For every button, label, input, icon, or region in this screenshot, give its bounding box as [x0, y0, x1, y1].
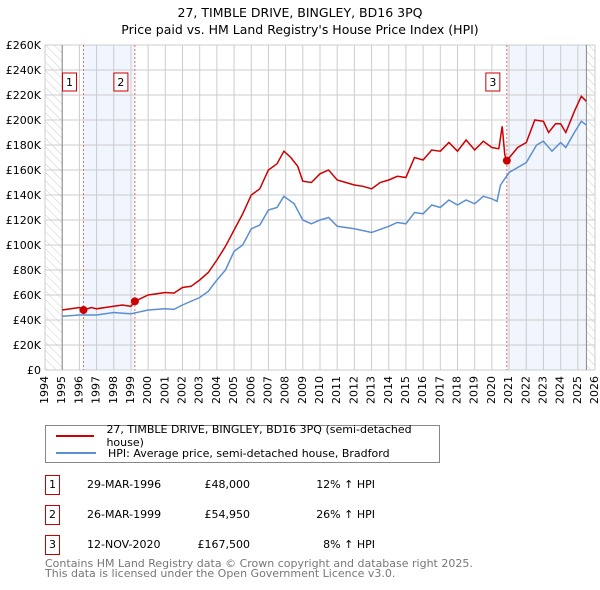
x-tick-label: 2008: [279, 376, 292, 404]
x-tick-label: 2005: [227, 376, 240, 404]
sale-hpi-diff: 12% ↑ HPI: [316, 478, 375, 491]
sale-date: 29-MAR-1996: [87, 478, 162, 491]
x-tick-label: 2022: [519, 376, 532, 404]
y-tick-label: £140K: [6, 189, 42, 202]
sale-point: [130, 297, 139, 306]
y-tick-label: £80K: [13, 264, 42, 277]
y-tick-label: £160K: [6, 164, 42, 177]
x-tick-label: 2019: [468, 376, 481, 404]
x-tick-label: 2003: [193, 376, 206, 404]
x-tick-label: 2016: [416, 376, 429, 404]
sale-date: 12-NOV-2020: [87, 538, 161, 551]
sale-date: 26-MAR-1999: [87, 508, 162, 521]
legend-swatch-red: [56, 435, 95, 437]
x-tick-label: 2010: [313, 376, 326, 404]
y-tick-label: £220K: [6, 89, 42, 102]
x-tick-label: 2000: [141, 376, 154, 404]
sale-label-box: [113, 72, 129, 92]
legend-item-hpi: HPI: Average price, semi-detached house,…: [56, 445, 390, 461]
sale-price: £54,950: [204, 508, 251, 521]
sale-point: [502, 156, 511, 165]
x-tick-label: 2023: [536, 376, 549, 404]
chart-title: 27, TIMBLE DRIVE, BINGLEY, BD16 3PQ Pric…: [0, 4, 600, 38]
x-tick-label: 2015: [399, 376, 412, 404]
x-tick-label: 2017: [433, 376, 446, 404]
legend: 27, TIMBLE DRIVE, BINGLEY, BD16 3PQ (sem…: [45, 423, 440, 463]
sale-price: £167,500: [197, 538, 251, 551]
x-tick-label: 2001: [158, 376, 171, 404]
x-tick-label: 2004: [210, 376, 223, 404]
x-tick-label: 1996: [72, 376, 85, 404]
legend-label: 27, TIMBLE DRIVE, BINGLEY, BD16 3PQ (sem…: [106, 423, 412, 449]
hpi-line: [62, 120, 587, 318]
sale-label: 1: [66, 76, 73, 89]
ownership-shade: [506, 45, 587, 370]
sale-number: 1: [45, 475, 60, 495]
sale-price: £48,000: [204, 478, 251, 491]
x-tick-label: 2002: [176, 376, 189, 404]
x-tick-label: 2006: [244, 376, 257, 404]
legend-item-property: 27, TIMBLE DRIVE, BINGLEY, BD16 3PQ (sem…: [56, 423, 439, 449]
x-tick-label: 2026: [588, 376, 600, 404]
y-tick-label: £260K: [6, 39, 42, 52]
x-tick-label: 1997: [90, 376, 103, 404]
sale-label-box: [485, 72, 501, 92]
sale-row: 1 29-MAR-1996 £48,000 12% ↑ HPI: [45, 475, 465, 495]
footer: Contains HM Land Registry data © Crown c…: [45, 557, 473, 580]
no-data-region: [45, 45, 63, 370]
sale-number: 2: [45, 505, 60, 525]
x-tick-label: 2009: [296, 376, 309, 404]
x-tick-label: 2012: [347, 376, 360, 404]
y-tick-label: £100K: [6, 239, 42, 252]
sale-label: 2: [117, 76, 124, 89]
x-tick-label: 2013: [365, 376, 378, 404]
y-tick-label: £60K: [13, 289, 42, 302]
x-tick-label: 1999: [124, 376, 137, 404]
y-tick-label: £20K: [13, 339, 42, 352]
sale-row: 2 26-MAR-1999 £54,950 26% ↑ HPI: [45, 505, 465, 525]
legend-swatch-blue: [56, 452, 96, 454]
y-tick-label: £0: [27, 364, 41, 377]
sale-point: [79, 306, 88, 314]
x-tick-label: 2020: [485, 376, 498, 404]
y-tick-label: £200K: [6, 114, 42, 127]
x-tick-label: 2007: [261, 376, 274, 404]
x-tick-label: 2014: [382, 376, 395, 404]
x-tick-label: 2018: [451, 376, 464, 404]
sale-number: 3: [45, 535, 60, 555]
legend-label: HPI: Average price, semi-detached house,…: [108, 446, 390, 460]
y-tick-label: £180K: [6, 139, 42, 152]
ownership-shade: [83, 45, 135, 370]
x-tick-label: 1995: [55, 376, 68, 404]
x-tick-label: 2024: [554, 376, 567, 404]
y-tick-label: £120K: [6, 214, 42, 227]
sale-label-box: [62, 72, 77, 92]
footer-licence: This data is licensed under the Open Gov…: [45, 567, 396, 580]
title-line: 27, TIMBLE DRIVE, BINGLEY, BD16 3PQ: [177, 5, 423, 20]
x-tick-label: 1998: [107, 376, 120, 404]
footer-copyright: Contains HM Land Registry data © Crown c…: [45, 557, 473, 570]
subtitle-line: Price paid vs. HM Land Registry's House …: [121, 22, 479, 37]
y-tick-label: £240K: [6, 64, 42, 77]
sale-label: 3: [489, 76, 496, 89]
sale-hpi-diff: 8% ↑ HPI: [319, 538, 375, 551]
price-chart: 1994 1995 1996 1997 1998 1999 2000 2001 2002 2003…: [6, 39, 600, 404]
no-data-region: [586, 45, 595, 370]
y-tick-label: £40K: [13, 314, 42, 327]
x-tick-label: 2025: [571, 376, 584, 404]
x-tick-label: 2021: [502, 376, 515, 404]
x-tick-label: 2011: [330, 376, 343, 404]
x-tick-label: 1994: [38, 376, 51, 404]
sale-hpi-diff: 26% ↑ HPI: [316, 508, 375, 521]
sale-row: 3 12-NOV-2020 £167,500 8% ↑ HPI: [45, 535, 465, 555]
